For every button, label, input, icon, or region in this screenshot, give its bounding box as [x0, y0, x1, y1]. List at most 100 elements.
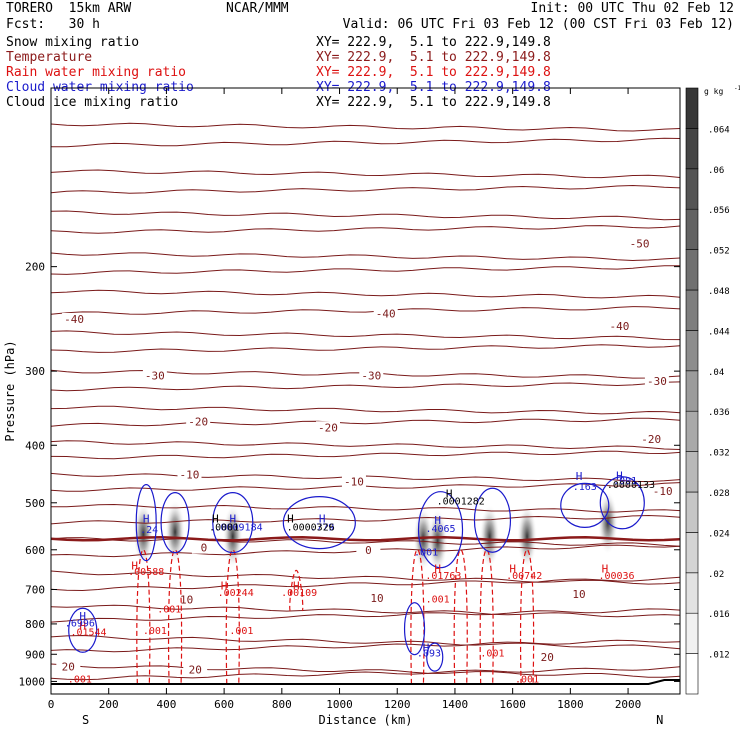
- isotherm-label-bg: [142, 369, 167, 382]
- maximum-marker: H: [293, 580, 300, 593]
- rain-value-label: .00588: [128, 567, 164, 578]
- model-title: TORERO 15km ARW: [6, 1, 132, 16]
- colorbar-tick-label: .04: [708, 368, 724, 378]
- init-time: Init: 00 UTC Thu 02 Feb 12: [530, 1, 735, 16]
- legend: Snow mixing ratio XY= 222.9, 5.1 to 222.9…: [0, 36, 740, 116]
- temperature-isotherm: [51, 210, 680, 221]
- y-tick-label: 400: [25, 439, 45, 452]
- isotherm-label-bg: [186, 415, 211, 428]
- isotherm-label-bg: [365, 592, 390, 605]
- temperature-isotherm: [51, 381, 680, 392]
- colorbar-tick-label: .024: [708, 529, 730, 539]
- colorbar-unit-exponent: -1: [734, 85, 740, 92]
- x-axis-label: Distance (km): [319, 713, 413, 727]
- colorbar-swatch: [685, 87, 699, 129]
- maximum-marker: H: [131, 560, 138, 573]
- rain-value-label: .00036: [598, 571, 634, 582]
- temperature-isotherm: [51, 405, 680, 415]
- maximum-marker: H: [602, 562, 609, 575]
- colorbar-swatch: [685, 168, 699, 210]
- isotherm-label: -40: [609, 320, 629, 333]
- x-tick-label: 400: [156, 698, 176, 711]
- rain-contour: [289, 569, 304, 612]
- plot-frame: [50, 87, 681, 695]
- colorbar-swatch: [685, 289, 699, 331]
- colorbar-tick-label: .02: [708, 570, 724, 580]
- cloud-water-value-label: .779: [310, 523, 334, 534]
- cloud-water-value-label: .163: [573, 482, 597, 493]
- cloud-water-value-label: .24: [140, 525, 158, 536]
- cloud-water-contour: [68, 607, 98, 653]
- isotherm-label: -20: [641, 433, 661, 446]
- rain-value-label: .01763: [425, 571, 461, 582]
- isotherm-label: -10: [180, 468, 200, 481]
- x-tick-label: 2000: [615, 698, 642, 711]
- cloud-water-value-label: .4065: [425, 524, 455, 535]
- temperature-isotherm: [51, 306, 680, 315]
- cloud-ice-value-label: .0001: [209, 523, 239, 534]
- temperature-isotherm: [51, 576, 680, 592]
- temperature-isotherm: [51, 225, 680, 234]
- temperature-isotherm: [51, 169, 680, 179]
- isotherm-label-bg: [177, 468, 202, 481]
- isotherm-label: -10: [653, 485, 673, 498]
- isotherm-label: 10: [572, 588, 585, 601]
- colorbar-swatch: [685, 572, 699, 614]
- y-tick-label: 900: [25, 648, 45, 661]
- maximum-marker: H: [79, 620, 86, 633]
- cloud-water-contour: [473, 487, 512, 553]
- colorbar-tick-label: .032: [708, 449, 730, 459]
- isotherm-label: 20: [189, 664, 202, 677]
- cloud-water-contour: [417, 491, 464, 569]
- rain-value-label: .001: [480, 649, 504, 660]
- cloud-ice-value-label: .0000326: [287, 523, 335, 534]
- colorbar-tick-label: .06: [708, 166, 724, 176]
- rain-value-label: .001: [515, 675, 539, 686]
- colorbar-tick-label: .044: [708, 327, 730, 337]
- isotherm-label: 20: [541, 651, 554, 664]
- rain-value-label: .00109: [281, 588, 317, 599]
- rain-value-label: .00244: [218, 588, 254, 599]
- cloud-ice-value-label: .0001282: [437, 496, 485, 507]
- isotherm-label: 20: [62, 660, 75, 673]
- isotherm-label-bg: [359, 369, 384, 382]
- cloud-water-contour: [599, 476, 645, 530]
- legend-entry-xy: XY= 222.9, 5.1 to 222.9,149.8: [316, 95, 551, 110]
- y-tick-label: 200: [25, 261, 45, 274]
- maximum-marker: H: [509, 562, 516, 575]
- isotherm-label: 10: [180, 594, 193, 607]
- maximum-marker: H: [319, 513, 326, 526]
- maximum-marker: H: [221, 580, 228, 593]
- isotherm-label-bg: [183, 663, 208, 676]
- colorbar-swatch: [685, 370, 699, 412]
- y-axis-label: Pressure (hPa): [3, 340, 17, 441]
- temperature-isotherm: [51, 639, 680, 653]
- rain-contour: [519, 549, 535, 685]
- temperature-isotherm: [51, 450, 680, 460]
- isotherm-label-bg: [191, 541, 216, 554]
- rain-value-label: .00742: [506, 571, 542, 582]
- temperature-isotherm: [51, 663, 680, 678]
- cloud-water-contour: [212, 492, 254, 554]
- colorbar-swatch: [685, 249, 699, 291]
- temperature-isotherm: [51, 604, 680, 618]
- colorbar-swatch: [685, 128, 699, 170]
- snow-shade: [427, 509, 448, 574]
- isotherm-label: -10: [344, 475, 364, 488]
- isotherm-label-bg: [356, 543, 381, 556]
- temperature-isotherm: [51, 634, 680, 650]
- temperature-isotherm: [51, 537, 680, 547]
- colorbar-tick-label: .056: [708, 206, 730, 216]
- isotherm-label-bg: [567, 588, 592, 601]
- terrain-line: [51, 679, 680, 685]
- legend-entry-name: Cloud ice mixing ratio: [6, 95, 179, 110]
- isotherm-label: -30: [145, 369, 165, 382]
- isotherm-label: 0: [201, 542, 208, 555]
- isotherm-label-bg: [56, 660, 81, 673]
- legend-entry-name: Temperature: [6, 50, 93, 65]
- temperature-isotherm: [51, 330, 680, 341]
- colorbar-tick-label: .036: [708, 408, 730, 418]
- isotherm-label-bg: [315, 421, 340, 434]
- isotherm-label-bg: [607, 320, 632, 333]
